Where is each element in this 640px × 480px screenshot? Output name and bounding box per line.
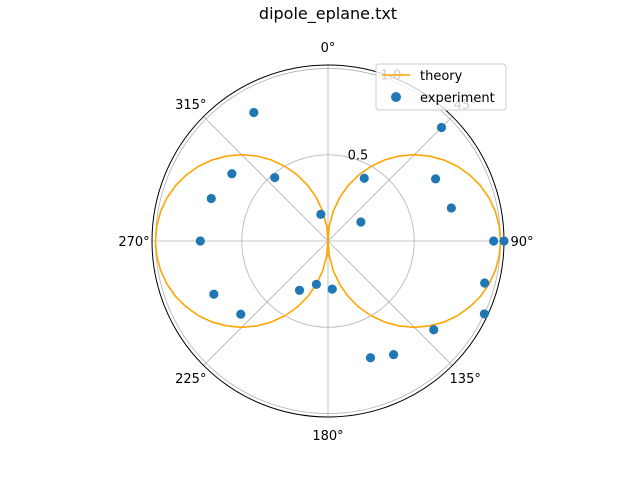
radial-tick-label: 0.5 (348, 148, 369, 163)
experiment-point (294, 285, 305, 295)
experiment-point (430, 174, 441, 184)
angular-gridline-5 (203, 240, 329, 366)
legend-experiment-label: experiment (420, 91, 495, 106)
angular-gridline-3 (327, 240, 453, 366)
angular-gridline-1 (327, 116, 453, 242)
legend-experiment-swatch (391, 92, 401, 102)
experiment-point (356, 217, 366, 227)
experiment-point (489, 236, 499, 246)
legend-theory-label: theory (420, 69, 463, 84)
experiment-point (327, 284, 337, 294)
experiment-point (480, 278, 490, 288)
experiment-point (227, 169, 237, 179)
experiment-point (499, 236, 509, 246)
angle-tick-label: 315° (175, 98, 206, 113)
angle-tick-label: 270° (118, 235, 149, 250)
experiment-point (429, 325, 439, 335)
experiment-point (206, 193, 216, 204)
experiment-point (270, 172, 280, 183)
chart-title: dipole_eplane.txt (259, 4, 397, 24)
experiment-point (209, 289, 219, 299)
experiment-point (446, 203, 456, 213)
experiment-point (236, 309, 246, 319)
angle-tick-label: 90° (510, 235, 533, 250)
angle-tick-label: 0° (321, 41, 336, 56)
series-layer (154, 107, 509, 363)
angular-gridline-7 (203, 116, 329, 242)
experiment-point (365, 353, 376, 363)
experiment-point (479, 309, 489, 319)
angle-tick-label: 135° (450, 372, 481, 387)
experiment-point (249, 107, 259, 118)
experiment-point (195, 236, 205, 246)
series-theory-line (154, 153, 502, 329)
experiment-point (359, 173, 369, 183)
experiment-point (316, 209, 326, 219)
angle-tick-label: 180° (312, 429, 343, 444)
angle-tick-label: 225° (175, 372, 206, 387)
experiment-point (388, 349, 399, 360)
legend: theory experiment (375, 63, 507, 111)
experiment-point (436, 122, 447, 133)
experiment-point (311, 279, 321, 289)
